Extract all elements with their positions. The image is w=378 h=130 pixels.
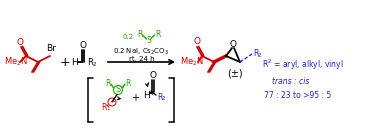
Text: 0.2 NaI, Cs$_2$CO$_3$: 0.2 NaI, Cs$_2$CO$_3$ [113,47,170,57]
Text: Me$_2$N: Me$_2$N [4,56,28,68]
Text: O: O [17,37,23,47]
Text: R: R [253,48,259,57]
Text: O: O [194,37,200,46]
Text: 2: 2 [162,96,166,102]
Text: R: R [105,79,111,87]
Text: R$^2$ = aryl, alkyl, vinyl: R$^2$ = aryl, alkyl, vinyl [262,58,344,72]
Text: Br: Br [46,44,56,53]
Text: rt, 24 h: rt, 24 h [129,56,154,62]
Text: −: − [109,99,115,105]
Text: 2: 2 [93,62,96,67]
Text: R: R [125,79,131,87]
Text: (±): (±) [227,69,243,79]
Text: +: + [131,93,139,103]
Text: Me$_2$N: Me$_2$N [180,56,204,68]
Text: S: S [146,35,151,44]
Text: O: O [229,40,237,48]
Text: R: R [155,30,160,38]
Text: +: + [119,84,123,89]
Text: R: R [87,57,93,67]
Text: H: H [144,92,150,100]
Text: R: R [157,93,163,102]
Text: trans : cis: trans : cis [272,77,309,86]
Text: O: O [149,71,156,80]
Text: 1: 1 [106,106,110,112]
Text: R: R [101,102,107,112]
Text: 77 : 23 to >95 : 5: 77 : 23 to >95 : 5 [264,92,331,100]
Text: +: + [60,56,70,69]
Text: S: S [115,86,121,95]
Text: 0.2: 0.2 [123,34,134,40]
Text: 2: 2 [258,53,262,57]
Text: H: H [71,57,78,67]
Text: O: O [79,41,86,50]
Text: R: R [137,30,142,38]
